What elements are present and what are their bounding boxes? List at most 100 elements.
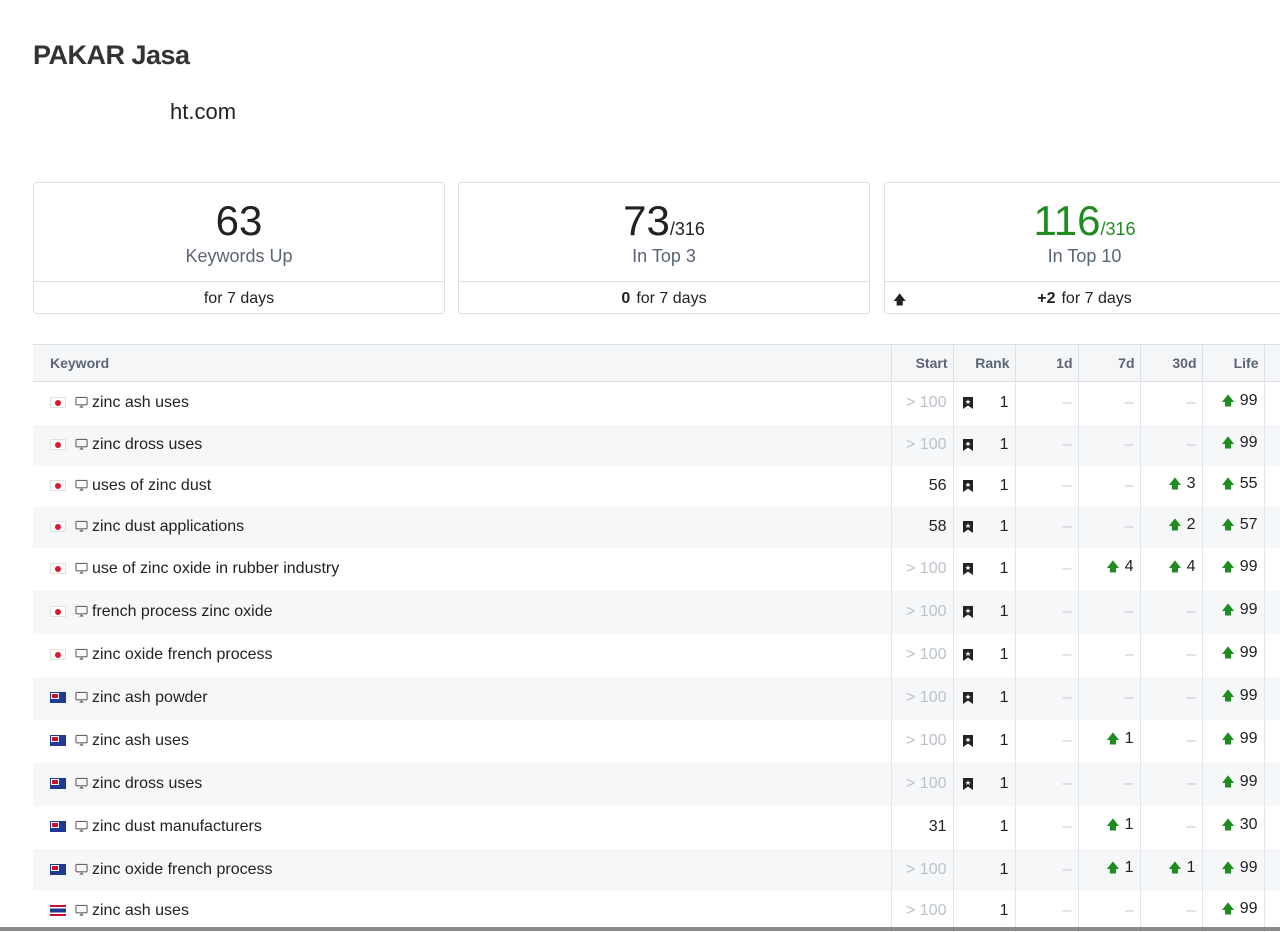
- keyword-text[interactable]: zinc ash powder: [92, 689, 208, 706]
- keyword-text[interactable]: zinc ash uses: [92, 902, 189, 919]
- change-life-cell: 🡅 99: [1201, 890, 1264, 932]
- rank-cell: 1: [952, 762, 1015, 806]
- keyword-text[interactable]: zinc ash uses: [92, 394, 189, 412]
- bookmark-icon[interactable]: [962, 605, 974, 619]
- table-row[interactable]: french process zinc oxide > 100 1– – – 🡅 99: [33, 590, 1280, 634]
- col-7d[interactable]: 7d: [1077, 344, 1140, 382]
- change-30d-cell: 🡅 2: [1139, 506, 1202, 548]
- col-keyword[interactable]: Keyword: [33, 344, 891, 382]
- table-row[interactable]: zinc ash powder > 100 1– – – 🡅 99: [33, 676, 1280, 720]
- top10-card: 116/316 In Top 10 🡅 +2 for 7 days: [884, 182, 1280, 314]
- keyword-text[interactable]: zinc dross uses: [92, 436, 203, 453]
- extra-cell: [1263, 848, 1280, 891]
- keyword-text[interactable]: zinc ash uses: [92, 732, 189, 749]
- table-row[interactable]: zinc dross uses > 100 1– – – 🡅 99: [33, 424, 1280, 466]
- rank-cell: 1: [952, 465, 1015, 507]
- keyword-text[interactable]: zinc dross uses: [92, 775, 203, 792]
- keyword-cell[interactable]: zinc ash uses: [33, 382, 891, 425]
- top10-value: 116/316: [1033, 197, 1136, 244]
- keyword-text[interactable]: uses of zinc dust: [92, 477, 212, 494]
- table-row[interactable]: zinc dust applications 58 1– – 🡅 2 🡅 57: [33, 506, 1280, 548]
- extra-cell: [1263, 762, 1280, 806]
- keyword-text[interactable]: use of zinc oxide in rubber industry: [92, 560, 340, 577]
- bookmark-icon[interactable]: [962, 562, 974, 576]
- col-life[interactable]: Life: [1201, 344, 1264, 382]
- table-row[interactable]: uses of zinc dust 56 1– – 🡅 3 🡅 55: [33, 465, 1280, 507]
- rank-cell: 1: [952, 424, 1015, 466]
- change-life-cell: 🡅 99: [1201, 547, 1264, 591]
- page-title: PAKAR Jasa: [33, 40, 190, 70]
- change-1d-cell: –: [1014, 547, 1078, 591]
- col-start[interactable]: Start: [890, 344, 953, 382]
- change-7d-cell: –: [1077, 633, 1140, 677]
- extra-cell: [1263, 590, 1280, 634]
- keyword-cell[interactable]: zinc dust manufacturers: [33, 806, 891, 849]
- bookmark-icon[interactable]: [962, 438, 974, 452]
- col-30d[interactable]: 30d: [1139, 344, 1202, 382]
- keyword-text[interactable]: zinc dust applications: [92, 518, 245, 535]
- keyword-cell[interactable]: zinc oxide french process: [33, 848, 891, 891]
- extra-cell: [1263, 424, 1280, 466]
- start-cell: 58: [890, 506, 953, 548]
- table-row[interactable]: zinc ash uses > 100 1– – – 🡅 99: [33, 890, 1280, 932]
- col-1d[interactable]: 1d: [1014, 344, 1078, 382]
- change-life-cell: 🡅 99: [1201, 719, 1264, 763]
- extra-cell: [1263, 547, 1280, 591]
- keywords-up-value: 63: [215, 197, 263, 244]
- bottom-bar: [0, 927, 1280, 931]
- change-30d-cell: –: [1139, 381, 1202, 425]
- extra-cell: [1263, 381, 1280, 425]
- keyword-cell[interactable]: zinc dust applications: [33, 506, 891, 548]
- table-row[interactable]: zinc ash uses > 100 1– 🡅 1– 🡅 99: [33, 719, 1280, 763]
- change-7d-cell: 🡅 1: [1077, 719, 1140, 763]
- start-cell: > 100: [890, 424, 953, 466]
- arrow-up-icon: 🡅: [1168, 859, 1182, 875]
- bookmark-icon[interactable]: [962, 777, 974, 791]
- keyword-cell[interactable]: french process zinc oxide: [33, 590, 891, 634]
- start-cell: > 100: [890, 633, 953, 677]
- arrow-up-icon: 🡅: [1221, 901, 1235, 916]
- keywords-up-label: Keywords Up: [185, 246, 293, 266]
- table-row[interactable]: zinc dross uses > 100 1– – – 🡅 99: [33, 762, 1280, 806]
- change-1d-cell: –: [1014, 381, 1078, 425]
- arrow-up-icon: 🡅: [1221, 435, 1235, 450]
- bookmark-icon[interactable]: [962, 734, 974, 748]
- start-cell: > 100: [890, 590, 953, 634]
- table-row[interactable]: zinc oxide french process > 100 1– 🡅 1 🡅 1 🡅 99: [33, 848, 1280, 891]
- change-1d-cell: –: [1014, 676, 1078, 720]
- bookmark-icon[interactable]: [962, 479, 974, 493]
- col-rank[interactable]: Rank: [952, 344, 1015, 382]
- keyword-cell[interactable]: zinc oxide french process: [33, 634, 891, 677]
- keyword-cell[interactable]: zinc dross uses: [33, 762, 891, 806]
- keyword-cell[interactable]: uses of zinc dust: [33, 466, 891, 507]
- desktop-icon: [75, 820, 88, 832]
- keyword-cell[interactable]: use of zinc oxide in rubber industry: [33, 548, 891, 591]
- bookmark-icon[interactable]: [962, 520, 974, 534]
- table-row[interactable]: zinc ash uses > 100 1– – – 🡅 99: [33, 381, 1280, 425]
- table-row[interactable]: use of zinc oxide in rubber industry > 10…: [33, 547, 1280, 591]
- change-30d-cell: –: [1139, 719, 1202, 763]
- flag-jp-icon: [50, 521, 66, 532]
- keyword-cell[interactable]: zinc dross uses: [33, 424, 891, 466]
- bookmark-icon[interactable]: [962, 396, 974, 410]
- table-row[interactable]: zinc dust manufacturers 31 1– 🡅 1– 🡅 30: [33, 805, 1280, 849]
- keyword-cell[interactable]: zinc ash uses: [33, 891, 891, 932]
- keyword-text[interactable]: zinc oxide french process: [92, 860, 273, 878]
- change-life-cell: 🡅 30: [1201, 805, 1264, 849]
- keyword-text[interactable]: zinc oxide french process: [92, 646, 273, 663]
- bookmark-icon[interactable]: [962, 691, 974, 705]
- bookmark-icon[interactable]: [962, 648, 974, 662]
- keyword-cell[interactable]: zinc ash powder: [33, 676, 891, 720]
- table-row[interactable]: zinc oxide french process > 100 1– – – 🡅 99: [33, 633, 1280, 677]
- keyword-text[interactable]: french process zinc oxide: [92, 603, 273, 620]
- change-1d-cell: –: [1014, 719, 1078, 763]
- keyword-cell[interactable]: zinc ash uses: [33, 720, 891, 763]
- arrow-up-icon: 🡅: [1221, 688, 1235, 703]
- desktop-icon: [75, 605, 88, 617]
- desktop-icon: [75, 904, 88, 916]
- col-extra: [1263, 344, 1280, 382]
- keyword-text[interactable]: zinc dust manufacturers: [92, 818, 262, 835]
- arrow-up-icon: 🡅: [1221, 517, 1235, 532]
- arrow-up-icon: 🡅: [1106, 817, 1120, 832]
- extra-cell: [1263, 465, 1280, 507]
